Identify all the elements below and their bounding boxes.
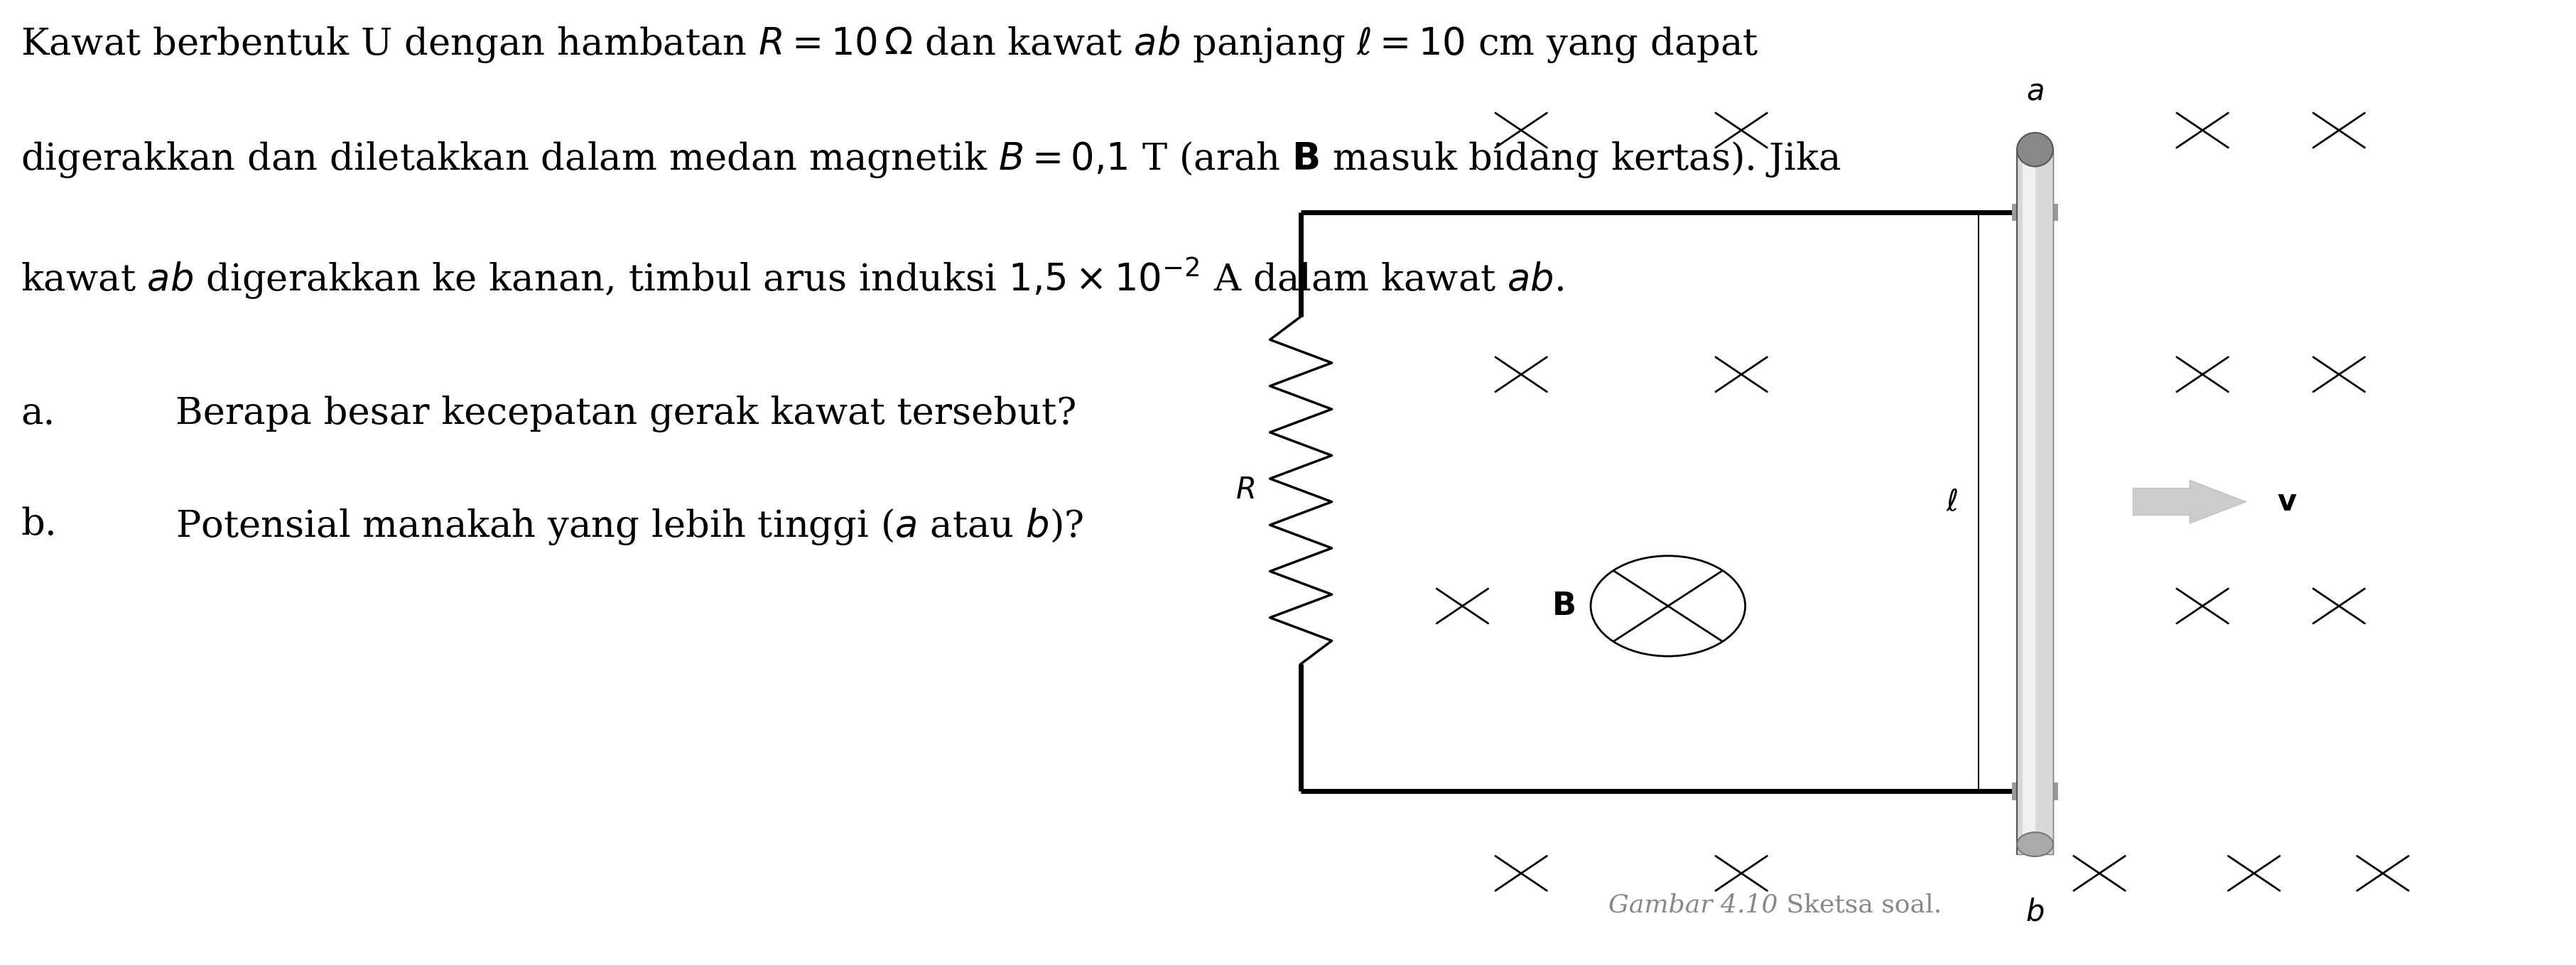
FancyArrow shape <box>2133 481 2246 523</box>
Text: Sketsa soal.: Sketsa soal. <box>1777 893 1942 917</box>
Text: $\ell$: $\ell$ <box>1945 487 1958 516</box>
Text: Berapa besar kecepatan gerak kawat tersebut?: Berapa besar kecepatan gerak kawat terse… <box>175 396 1077 432</box>
Ellipse shape <box>2017 832 2053 857</box>
Text: Gambar 4.10: Gambar 4.10 <box>1607 893 1777 917</box>
Text: a.: a. <box>21 396 54 432</box>
Text: $R$: $R$ <box>1236 476 1255 505</box>
Text: $b$: $b$ <box>2025 897 2045 927</box>
Text: Kawat berbentuk U dengan hambatan $R = 10\,\Omega$ dan kawat $ab$ panjang $\ell : Kawat berbentuk U dengan hambatan $R = 1… <box>21 24 1759 65</box>
Bar <box>2022 150 2035 854</box>
Text: b.: b. <box>21 507 57 543</box>
Ellipse shape <box>2017 132 2053 166</box>
Text: $\mathbf{v}$: $\mathbf{v}$ <box>2277 487 2298 516</box>
Text: $a$: $a$ <box>2027 76 2043 106</box>
Text: Potensial manakah yang lebih tinggi ($a$ atau $b$)?: Potensial manakah yang lebih tinggi ($a$… <box>175 507 1084 547</box>
Text: digerakkan dan diletakkan dalam medan magnetik $B = 0{,}1$ T (arah $\mathbf{B}$ : digerakkan dan diletakkan dalam medan ma… <box>21 140 1842 179</box>
Bar <box>2012 204 2058 221</box>
Ellipse shape <box>1589 556 1747 656</box>
Text: kawat $ab$ digerakkan ke kanan, timbul arus induksi $1{,}5 \times 10^{-2}$ A dal: kawat $ab$ digerakkan ke kanan, timbul a… <box>21 256 1564 301</box>
Bar <box>2012 783 2058 800</box>
Bar <box>2017 150 2053 854</box>
Text: $\mathbf{B}$: $\mathbf{B}$ <box>1551 591 1574 621</box>
